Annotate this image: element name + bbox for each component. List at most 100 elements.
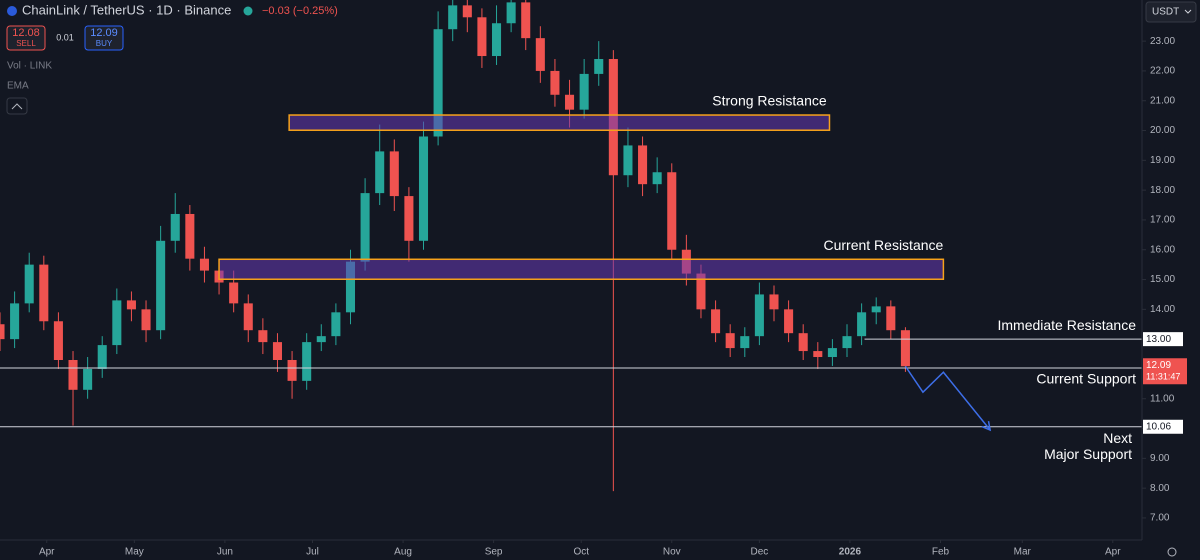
candle-body	[754, 294, 764, 337]
candle-body	[199, 258, 209, 271]
candle-body	[10, 303, 20, 340]
candle-body	[156, 240, 166, 331]
candle-body	[418, 136, 429, 241]
buy-label[interactable]: BUY	[96, 39, 113, 48]
y-tick-label: 21.00	[1150, 95, 1175, 106]
projection-path	[904, 365, 991, 431]
sell-price[interactable]: 12.08	[12, 27, 40, 39]
candle-body	[287, 360, 297, 381]
level-label: Immediate Resistance	[997, 317, 1136, 333]
sell-button[interactable]	[6, 25, 46, 51]
candle-body	[871, 306, 881, 313]
x-tick-label: May	[125, 547, 144, 558]
buy-price[interactable]: 12.09	[90, 27, 118, 39]
candle-body	[798, 333, 808, 352]
last-price-label: 12.09	[1146, 360, 1171, 371]
y-tick-label: 22.00	[1150, 66, 1175, 77]
x-tick-label: Dec	[750, 547, 768, 558]
x-tick-label: Apr	[39, 547, 55, 558]
y-tick-label: 16.00	[1150, 244, 1175, 255]
candle-body	[0, 324, 5, 340]
candle-body	[448, 5, 458, 30]
candle-body	[83, 368, 93, 390]
candle-body	[39, 264, 49, 322]
candle-body	[302, 342, 312, 381]
level-label: Next Major Support	[1044, 429, 1132, 461]
candle-body	[360, 193, 370, 262]
candle-body	[170, 213, 180, 241]
candle-body	[97, 345, 107, 369]
candle-body	[886, 306, 896, 331]
candle-body	[477, 17, 487, 57]
y-tick-label: 11.00	[1150, 393, 1175, 404]
y-tick-label: 20.00	[1150, 125, 1175, 136]
level-tag-label: 13.00	[1146, 334, 1171, 345]
candle-body	[53, 321, 63, 360]
candle-body	[857, 312, 867, 337]
candle-body	[345, 261, 356, 313]
level-label: Current Support	[1036, 371, 1136, 387]
collapse-icon	[11, 103, 23, 110]
candle-body	[375, 151, 385, 194]
status-dot	[243, 6, 253, 16]
currency-selector[interactable]	[1145, 1, 1197, 23]
last-price-tag	[1143, 358, 1187, 385]
collapse-button[interactable]	[6, 97, 28, 115]
candle-body	[784, 309, 794, 334]
candle-body	[141, 309, 151, 331]
resistance-zone	[288, 114, 831, 131]
spread: 0.01	[56, 32, 74, 42]
candle-body	[827, 348, 837, 358]
y-tick-label: 8.00	[1150, 483, 1170, 494]
x-tick-label: Mar	[1014, 547, 1032, 558]
candle-body	[769, 294, 779, 310]
y-tick-label: 19.00	[1150, 155, 1175, 166]
candle-body	[579, 73, 589, 110]
zone-label: Current Resistance	[823, 237, 943, 253]
x-tick-label: Feb	[932, 547, 950, 558]
candle-body	[638, 145, 648, 185]
candle-body	[185, 213, 195, 259]
candle-body	[462, 5, 472, 18]
level-tag	[1143, 419, 1183, 434]
settings-icon	[1167, 547, 1177, 557]
y-tick-label: 18.00	[1150, 185, 1175, 196]
level-tag-label: 10.06	[1146, 421, 1171, 432]
change: −0.03 (−0.25%)	[262, 5, 338, 17]
x-tick-label: 2026	[839, 547, 862, 558]
candle-body	[521, 2, 531, 39]
volume-indicator: Vol · LINK	[7, 61, 52, 72]
buy-button[interactable]	[84, 25, 124, 51]
projection-arrowhead	[981, 421, 992, 432]
x-tick-label: Oct	[573, 547, 589, 558]
candle-body	[272, 342, 282, 360]
x-tick-label: Sep	[485, 547, 503, 558]
currency[interactable]: USDT	[1152, 7, 1179, 18]
y-tick-label: 14.00	[1150, 304, 1175, 315]
sell-label[interactable]: SELL	[16, 39, 36, 48]
y-tick-label: 17.00	[1150, 215, 1175, 226]
candle-body	[667, 172, 677, 250]
candle-body	[404, 196, 414, 241]
y-tick-label: 15.00	[1150, 274, 1175, 285]
ema-indicator: EMA	[7, 81, 29, 92]
candle-body	[506, 2, 516, 24]
candle-body	[229, 282, 239, 304]
y-tick-label: 23.00	[1150, 36, 1175, 47]
countdown: 11:31:47	[1146, 372, 1180, 382]
x-tick-label: Nov	[663, 547, 681, 558]
y-tick-label: 7.00	[1150, 513, 1170, 524]
candle-body	[696, 273, 706, 310]
candle-body	[258, 330, 268, 343]
candle-body	[316, 336, 326, 343]
candle-body	[813, 351, 823, 358]
candle-body	[433, 29, 443, 137]
candle-body	[842, 336, 852, 349]
candle-body	[900, 330, 910, 367]
plot-area: Strong Resistance Current Resistance Immed…	[0, 0, 1142, 492]
resistance-zone	[218, 258, 945, 280]
candle-body	[112, 300, 122, 346]
x-tick-label: Jun	[217, 547, 233, 558]
symbol: ChainLink / TetherUS · 1D · Binance	[22, 2, 231, 17]
